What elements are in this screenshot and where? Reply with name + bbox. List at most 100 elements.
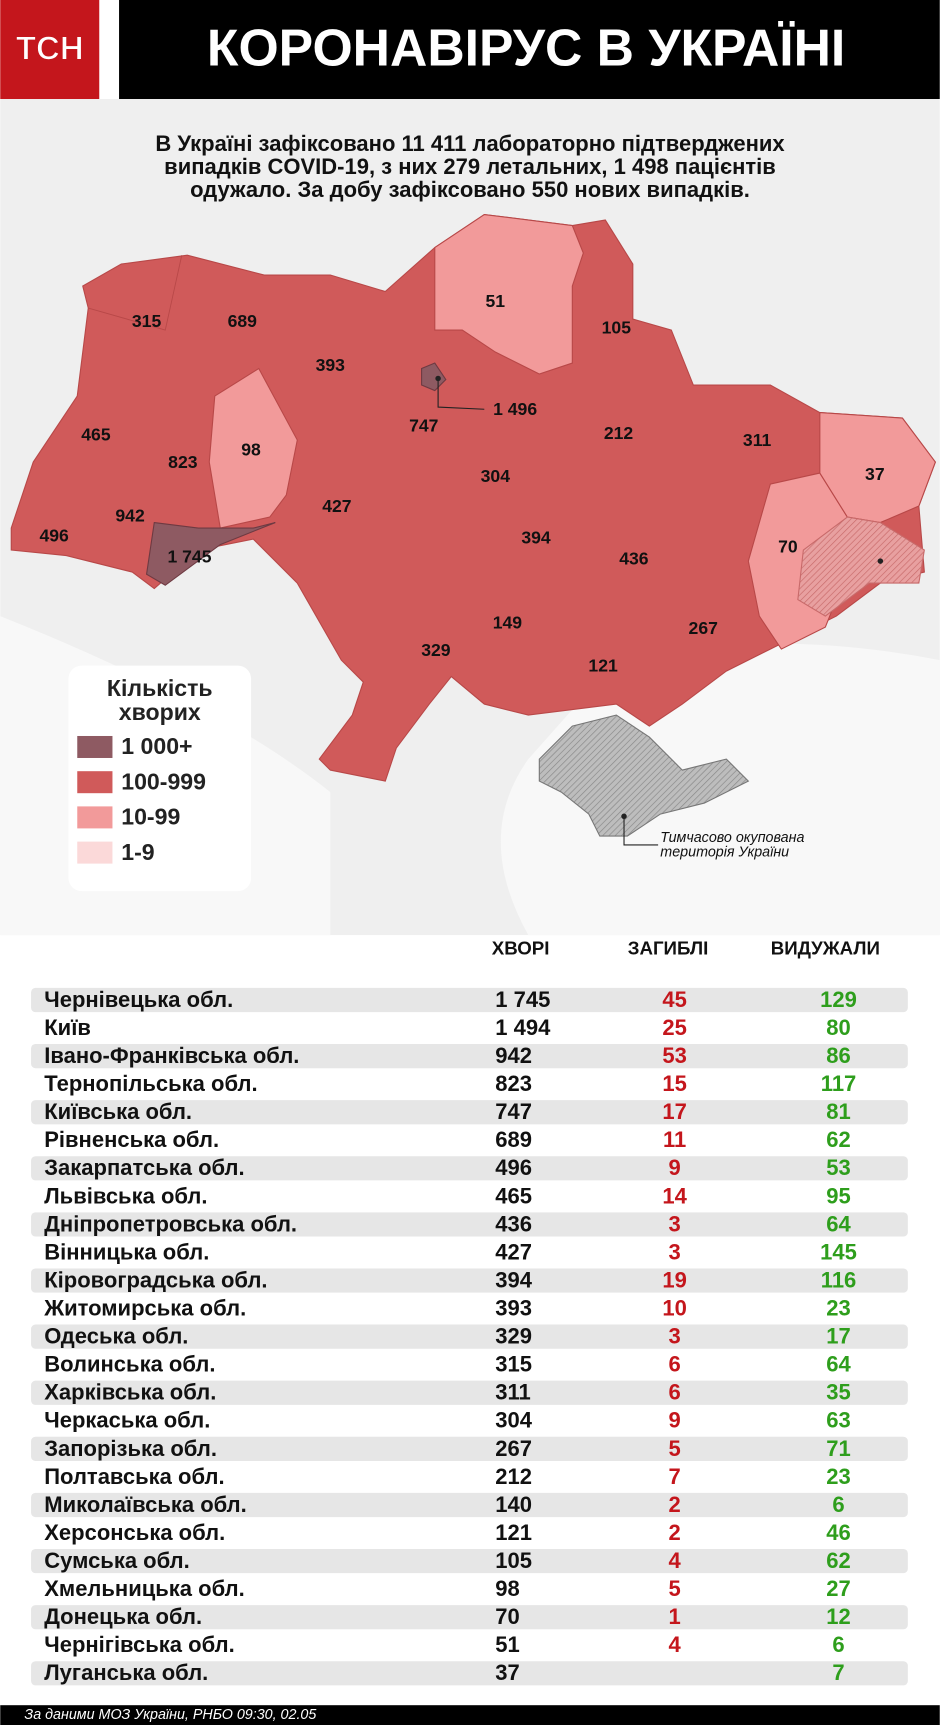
- region-10-99: [208, 367, 298, 529]
- cases: 823: [495, 1071, 532, 1096]
- region-name: Харківська обл.: [44, 1380, 216, 1405]
- occupied-note: Тимчасово окупована: [660, 830, 804, 846]
- region-label: 1 496: [493, 399, 537, 419]
- deaths: 9: [668, 1408, 680, 1433]
- deaths: 25: [662, 1015, 686, 1040]
- region-label: 304: [481, 466, 511, 486]
- deaths: 3: [668, 1324, 680, 1349]
- recovered: 64: [826, 1211, 851, 1236]
- cases: 942: [495, 1043, 532, 1068]
- recovered: 63: [826, 1408, 850, 1433]
- region-label: 823: [168, 452, 198, 472]
- region-name: Черкаська обл.: [44, 1408, 210, 1433]
- kyiv-leader: [437, 378, 485, 410]
- cases: 747: [495, 1099, 532, 1124]
- deaths: 53: [662, 1043, 686, 1068]
- deaths: 2: [668, 1520, 680, 1545]
- recovered: 117: [821, 1071, 857, 1096]
- cases: 304: [495, 1408, 532, 1433]
- legend-swatch: [77, 806, 113, 829]
- deaths: 4: [668, 1548, 681, 1573]
- legend-swatch: [77, 735, 113, 758]
- deaths: 1: [668, 1604, 680, 1629]
- recovered: 62: [826, 1548, 850, 1573]
- legend-label: 100-999: [121, 768, 206, 794]
- deaths: 5: [668, 1576, 680, 1601]
- region-name: Вінницька обл.: [44, 1239, 209, 1264]
- row-stripe: [31, 1156, 908, 1181]
- region-name: Херсонська обл.: [44, 1520, 225, 1545]
- cases: 121: [495, 1520, 532, 1545]
- region-name: Тернопільська обл.: [44, 1071, 257, 1096]
- summary-line: одужало. За добу зафіксовано 550 нових в…: [190, 177, 750, 202]
- recovered: 71: [826, 1436, 850, 1461]
- region-name: Сумська обл.: [44, 1548, 190, 1573]
- deaths: 5: [668, 1436, 680, 1461]
- deaths: 17: [662, 1099, 686, 1124]
- occupied-leader: [623, 816, 659, 846]
- cases: 436: [495, 1211, 532, 1236]
- deaths: 4: [668, 1632, 681, 1657]
- deaths: 19: [662, 1267, 686, 1292]
- recovered: 62: [826, 1127, 850, 1152]
- recovered: 12: [826, 1604, 850, 1629]
- region-label: 436: [619, 549, 649, 569]
- deaths: 3: [668, 1239, 680, 1264]
- region-1000: [145, 521, 276, 586]
- row-stripe: [31, 1661, 908, 1686]
- row-stripe: [31, 1044, 908, 1069]
- column-header: ХВОРІ: [492, 937, 550, 958]
- region-name: Івано-Франківська обл.: [44, 1043, 299, 1068]
- cases: 70: [495, 1604, 519, 1629]
- region-name: Чернівецька обл.: [44, 987, 233, 1012]
- footer-bar: [0, 1705, 940, 1725]
- region-label: 267: [689, 618, 719, 638]
- recovered: 6: [832, 1492, 844, 1517]
- region-name: Донецька обл.: [44, 1604, 202, 1629]
- row-stripe: [31, 1380, 908, 1405]
- region-label: 465: [81, 424, 111, 444]
- occupied-east: [797, 516, 925, 617]
- cases: 105: [495, 1548, 532, 1573]
- region-label: 1 745: [167, 546, 211, 566]
- cases: 1 745: [495, 987, 550, 1012]
- deaths: 10: [662, 1296, 686, 1321]
- deaths: 11: [663, 1127, 686, 1152]
- region-label: 311: [743, 430, 772, 450]
- logo: ТСН: [16, 29, 84, 66]
- legend-label: 10-99: [121, 804, 180, 830]
- region-name: Закарпатська обл.: [44, 1155, 244, 1180]
- deaths: 7: [668, 1464, 680, 1489]
- recovered: 27: [826, 1576, 850, 1601]
- cases: 427: [495, 1239, 532, 1264]
- title: КОРОНАВІРУС В УКРАЇНІ: [207, 18, 845, 76]
- region-name: Чернігівська обл.: [44, 1632, 234, 1657]
- region-label: 105: [602, 318, 632, 338]
- recovered: 64: [826, 1352, 851, 1377]
- region-label: 427: [322, 496, 352, 516]
- region-100-999: [10, 213, 936, 782]
- row-stripe: [31, 1436, 908, 1461]
- region-label: 942: [115, 506, 145, 526]
- cases: 329: [495, 1324, 532, 1349]
- recovered: 7: [832, 1660, 844, 1685]
- region-label: 149: [493, 612, 523, 632]
- region-name: Миколаївська обл.: [44, 1492, 247, 1517]
- region-1000: [421, 362, 447, 392]
- logo-box: [0, 0, 100, 100]
- row-stripe: [31, 1492, 908, 1518]
- recovered: 46: [826, 1520, 850, 1545]
- cases: 51: [495, 1632, 519, 1657]
- column-header: ВИДУЖАЛИ: [771, 937, 880, 958]
- region-name: Житомирська обл.: [43, 1296, 246, 1321]
- title-bar: [119, 0, 940, 100]
- map: 315 689 393 51 105 1 496 465 823 98 747 212 311 37 30…: [10, 213, 936, 860]
- recovered: 129: [820, 987, 857, 1012]
- region-10-99: [434, 213, 584, 375]
- cases: 315: [495, 1352, 532, 1377]
- cases: 465: [495, 1183, 532, 1208]
- region-label: 747: [409, 416, 439, 436]
- region-name: Кіровоградська обл.: [44, 1267, 267, 1292]
- dot: [877, 558, 884, 564]
